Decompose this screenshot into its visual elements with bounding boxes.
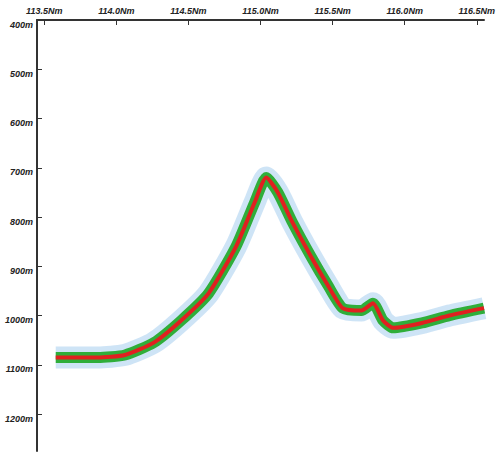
svg-text:600m: 600m — [10, 118, 33, 128]
svg-text:900m: 900m — [10, 266, 33, 276]
svg-text:114.0Nm: 114.0Nm — [98, 6, 134, 16]
svg-text:114.5Nm: 114.5Nm — [170, 6, 206, 16]
svg-text:800m: 800m — [10, 217, 33, 227]
svg-text:115.5Nm: 115.5Nm — [314, 6, 350, 16]
svg-text:116.5Nm: 116.5Nm — [459, 6, 495, 16]
svg-text:115.0Nm: 115.0Nm — [242, 6, 278, 16]
svg-text:116.0Nm: 116.0Nm — [387, 6, 423, 16]
svg-text:700m: 700m — [10, 167, 33, 177]
svg-text:500m: 500m — [10, 69, 33, 79]
svg-text:113.5Nm: 113.5Nm — [26, 6, 62, 16]
svg-text:400m: 400m — [9, 20, 33, 30]
svg-text:1200m: 1200m — [5, 414, 33, 424]
svg-text:1000m: 1000m — [5, 315, 33, 325]
svg-text:1100m: 1100m — [6, 364, 33, 374]
